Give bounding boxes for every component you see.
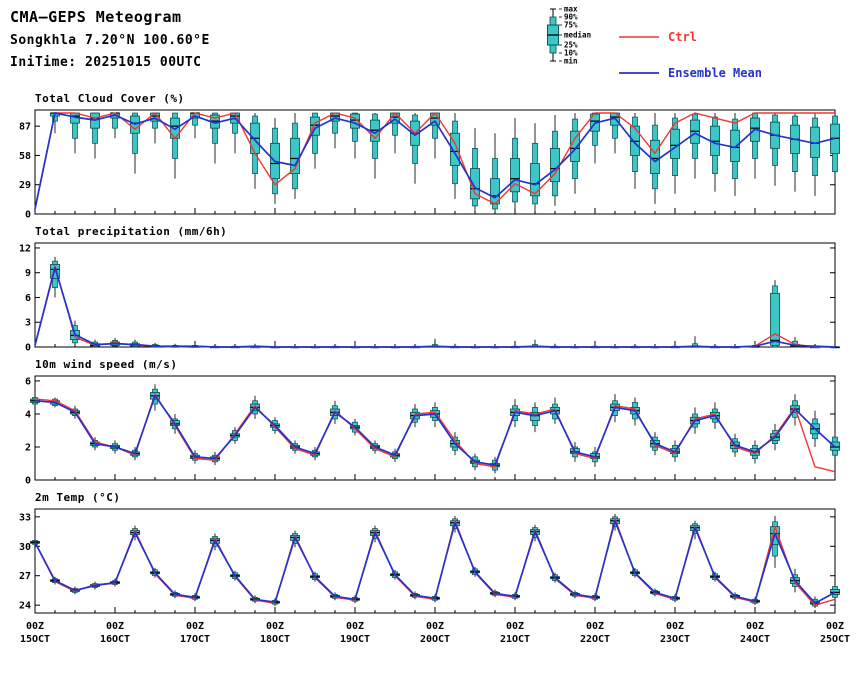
wind-speed-panel: 10m wind speed (m/s) 0 2 4 6 — [0, 358, 860, 486]
mean-line — [34, 112, 836, 210]
y-tick-label: 2 — [25, 442, 31, 453]
box-25-75 — [650, 139, 660, 175]
ensemble-mean-label: Ensemble Mean — [668, 66, 762, 80]
y-tick-label: 12 — [19, 243, 31, 254]
cloud-cover-title: Total Cloud Cover (%) — [35, 92, 185, 105]
y-tick-label: 0 — [25, 476, 31, 487]
wind-speed-chart: 0 2 4 6 — [25, 375, 840, 487]
x-axis-hour-label: 00Z — [746, 621, 764, 632]
x-axis-day-label: 20OCT — [420, 634, 450, 645]
box-25-75 — [510, 158, 520, 193]
y-tick-label: 33 — [19, 512, 31, 523]
legend-box-label: min — [564, 57, 578, 66]
x-axis-day-label: 16OCT — [100, 634, 130, 645]
x-axis-day-label: 17OCT — [180, 634, 210, 645]
x-axis-day-label: 24OCT — [740, 634, 770, 645]
ctrl-line — [34, 265, 835, 348]
y-tick-label: 0 — [25, 210, 31, 221]
ensemble-mean-legend: Ensemble Mean — [618, 66, 762, 80]
temperature-title: 2m Temp (°C) — [35, 491, 121, 504]
y-tick-label: 3 — [25, 318, 31, 329]
legend-box-label: median — [564, 31, 591, 40]
plot-frame — [34, 242, 836, 348]
legend-box-label: 90% — [564, 13, 578, 22]
mean-line — [34, 394, 836, 466]
x-axis-hour-label: 00Z — [426, 621, 444, 632]
y-tick-label: 58 — [19, 151, 31, 162]
y-tick-label: 4 — [25, 409, 31, 420]
y-tick-label: 0 — [25, 343, 31, 354]
box-25-75 — [730, 129, 740, 162]
x-axis-hour-label: 00Z — [266, 621, 284, 632]
box-25-75 — [670, 128, 680, 159]
initime-label: IniTime: 20251015 00UTC — [10, 55, 202, 70]
legend-box-label: 75% — [564, 21, 578, 30]
y-tick-label: 87 — [19, 122, 31, 133]
y-tick-label: 27 — [19, 571, 31, 582]
x-axis-hour-label: 00Z — [106, 621, 124, 632]
legend-box-label: max — [564, 5, 578, 14]
box-25-75 — [770, 292, 780, 346]
precipitation-panel: Total precipitation (mm/6h) 0 3 6 9 12 — [0, 225, 860, 353]
precipitation-title: Total precipitation (mm/6h) — [35, 225, 228, 238]
ctrl-line-swatch — [619, 36, 659, 38]
x-axis-day-label: 23OCT — [660, 634, 690, 645]
ctrl-line — [34, 112, 835, 210]
y-tick-label: 30 — [19, 542, 31, 553]
x-axis-day-label: 18OCT — [260, 634, 290, 645]
y-tick-label: 6 — [25, 376, 31, 387]
header: CMA—GEPS Meteogram Songkhla 7.20°N 100.6… — [10, 8, 210, 70]
x-axis-hour-label: 00Z — [586, 621, 604, 632]
ensemble-mean-line-swatch — [619, 72, 659, 74]
ctrl-label: Ctrl — [668, 30, 697, 44]
x-axis-hour-label: 00Z — [26, 621, 44, 632]
mean-line — [34, 519, 836, 605]
cloud-cover-panel: Total Cloud Cover (%) 0 29 58 87 — [0, 92, 860, 220]
x-axis-day-label: 19OCT — [340, 634, 370, 645]
y-tick-label: 9 — [25, 268, 31, 279]
x-axis-day-label: 15OCT — [20, 634, 50, 645]
location-label: Songkhla 7.20°N 100.60°E — [10, 33, 210, 48]
box-25-75 — [50, 264, 60, 279]
box-25-75 — [450, 132, 460, 166]
panels-container: Total Cloud Cover (%) 0 29 58 87 Total prec… — [0, 92, 860, 662]
ctrl-line — [34, 518, 836, 606]
cloud-cover-chart: 0 29 58 87 — [19, 109, 840, 221]
temperature-chart: 24 27 30 33 00Z 15OCT 00Z 16OCT 00Z 17OCT 00Z 18OCT… — [19, 508, 850, 645]
box-25-75 — [530, 163, 540, 197]
x-axis-hour-label: 00Z — [186, 621, 204, 632]
x-axis-day-label: 21OCT — [500, 634, 530, 645]
x-axis-hour-label: 00Z — [666, 621, 684, 632]
boxplot-legend: max 90% 75% median 25% 10% min — [540, 4, 618, 70]
temperature-panel: 2m Temp (°C) 24 27 30 33 00Z 15OCT 00Z 16OCT 00Z… — [0, 491, 860, 657]
y-tick-label: 24 — [19, 601, 31, 612]
x-axis-hour-label: 00Z — [346, 621, 364, 632]
legend-box-label: 25% — [564, 41, 578, 50]
x-axis-day-label: 22OCT — [580, 634, 610, 645]
y-tick-label: 6 — [25, 293, 31, 304]
precipitation-chart: 0 3 6 9 12 — [19, 242, 840, 354]
wind-speed-title: 10m wind speed (m/s) — [35, 358, 178, 371]
legend-box-label: 10% — [564, 49, 578, 58]
ctrl-legend: Ctrl — [618, 30, 697, 44]
y-tick-label: 29 — [19, 180, 31, 191]
x-axis-hour-label: 00Z — [826, 621, 844, 632]
page-title: CMA—GEPS Meteogram — [10, 8, 182, 26]
mean-line — [34, 266, 836, 348]
x-axis-day-label: 25OCT — [820, 634, 850, 645]
x-axis-hour-label: 00Z — [506, 621, 524, 632]
